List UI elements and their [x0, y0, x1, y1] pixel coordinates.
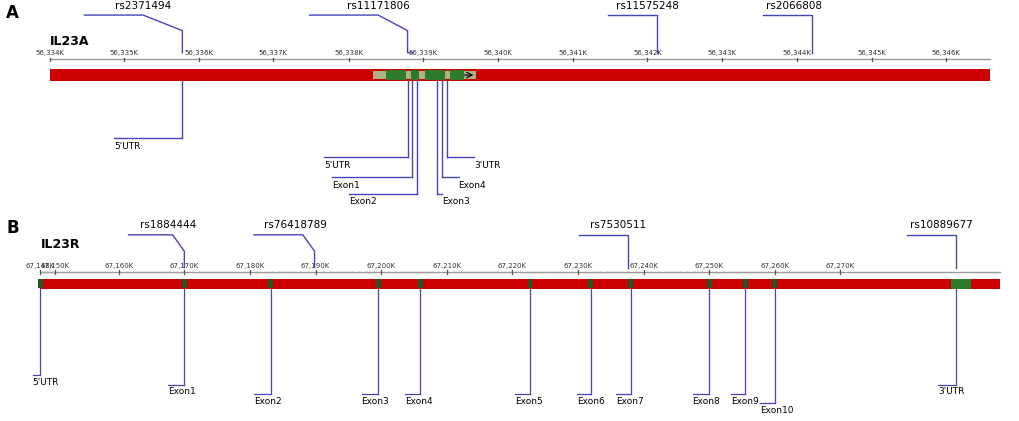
Text: 67,160K: 67,160K — [104, 263, 133, 269]
Bar — [950, 279, 970, 289]
Text: Exon10: Exon10 — [759, 406, 793, 415]
Text: 67,170K: 67,170K — [169, 263, 199, 269]
Text: 67,148K: 67,148K — [25, 263, 55, 269]
Text: A: A — [6, 4, 19, 22]
Text: 67,150K: 67,150K — [41, 263, 69, 269]
Text: Exon6: Exon6 — [577, 397, 604, 406]
Text: 3'UTR: 3'UTR — [937, 387, 964, 397]
Text: Exon3: Exon3 — [441, 197, 469, 206]
Bar — [373, 71, 476, 79]
Text: Exon2: Exon2 — [254, 397, 281, 406]
Bar — [410, 70, 419, 80]
Bar — [268, 280, 273, 288]
Text: 56,339K: 56,339K — [409, 50, 437, 56]
Text: rs76418789: rs76418789 — [263, 220, 326, 230]
Text: 56,343K: 56,343K — [707, 50, 736, 56]
Text: rs11171806: rs11171806 — [346, 1, 410, 11]
Text: Exon2: Exon2 — [348, 197, 376, 206]
Text: Exon4: Exon4 — [459, 181, 486, 189]
Text: 3'UTR: 3'UTR — [474, 160, 500, 170]
Bar — [375, 280, 380, 288]
Bar — [385, 70, 406, 80]
Text: IL23R: IL23R — [41, 238, 79, 250]
Text: Exon8: Exon8 — [692, 397, 719, 406]
Text: 56,344K: 56,344K — [783, 50, 811, 56]
Text: 56,341K: 56,341K — [558, 50, 587, 56]
Text: 56,346K: 56,346K — [930, 50, 960, 56]
Text: Exon9: Exon9 — [730, 397, 758, 406]
Bar — [41, 279, 999, 289]
Text: rs1884444: rs1884444 — [140, 220, 196, 230]
Text: Exon5: Exon5 — [515, 397, 542, 406]
Text: 56,345K: 56,345K — [856, 50, 886, 56]
Text: 67,220K: 67,220K — [497, 263, 527, 269]
Text: rs11575248: rs11575248 — [615, 1, 679, 11]
Bar — [771, 280, 776, 288]
Text: 67,210K: 67,210K — [432, 263, 461, 269]
Bar — [449, 70, 464, 80]
Text: Exon1: Exon1 — [332, 181, 360, 189]
Text: 5'UTR: 5'UTR — [33, 378, 59, 387]
Text: rs7530511: rs7530511 — [589, 220, 646, 230]
Bar — [181, 280, 186, 288]
Text: 56,338K: 56,338K — [334, 50, 363, 56]
Text: Exon4: Exon4 — [405, 397, 432, 406]
Text: 5'UTR: 5'UTR — [114, 141, 140, 151]
Text: 67,250K: 67,250K — [694, 263, 722, 269]
Text: rs2371494: rs2371494 — [115, 1, 171, 11]
Bar — [38, 280, 43, 288]
Bar — [425, 70, 444, 80]
Text: rs2066808: rs2066808 — [765, 1, 821, 11]
Text: 67,260K: 67,260K — [759, 263, 789, 269]
Text: 56,337K: 56,337K — [259, 50, 287, 56]
Text: rs10889677: rs10889677 — [909, 220, 972, 230]
Bar — [418, 280, 422, 288]
Text: 67,230K: 67,230K — [562, 263, 592, 269]
Bar — [50, 69, 989, 80]
Text: 67,270K: 67,270K — [825, 263, 854, 269]
Bar — [588, 280, 593, 288]
Text: B: B — [6, 219, 18, 237]
Bar — [527, 280, 532, 288]
Text: 67,200K: 67,200K — [366, 263, 395, 269]
Bar — [742, 280, 747, 288]
Text: Exon7: Exon7 — [615, 397, 643, 406]
Bar — [628, 280, 633, 288]
Text: 5'UTR: 5'UTR — [324, 160, 351, 170]
Text: Exon3: Exon3 — [361, 397, 389, 406]
Text: 67,190K: 67,190K — [301, 263, 330, 269]
Text: 67,180K: 67,180K — [235, 263, 264, 269]
Text: 56,340K: 56,340K — [483, 50, 512, 56]
Text: Exon1: Exon1 — [167, 387, 196, 397]
Text: 56,334K: 56,334K — [36, 50, 64, 56]
Text: 56,342K: 56,342K — [633, 50, 661, 56]
Text: 56,335K: 56,335K — [109, 50, 138, 56]
Text: IL23A: IL23A — [50, 35, 90, 48]
Text: 56,336K: 56,336K — [184, 50, 213, 56]
Bar — [706, 280, 711, 288]
Text: 67,240K: 67,240K — [629, 263, 657, 269]
